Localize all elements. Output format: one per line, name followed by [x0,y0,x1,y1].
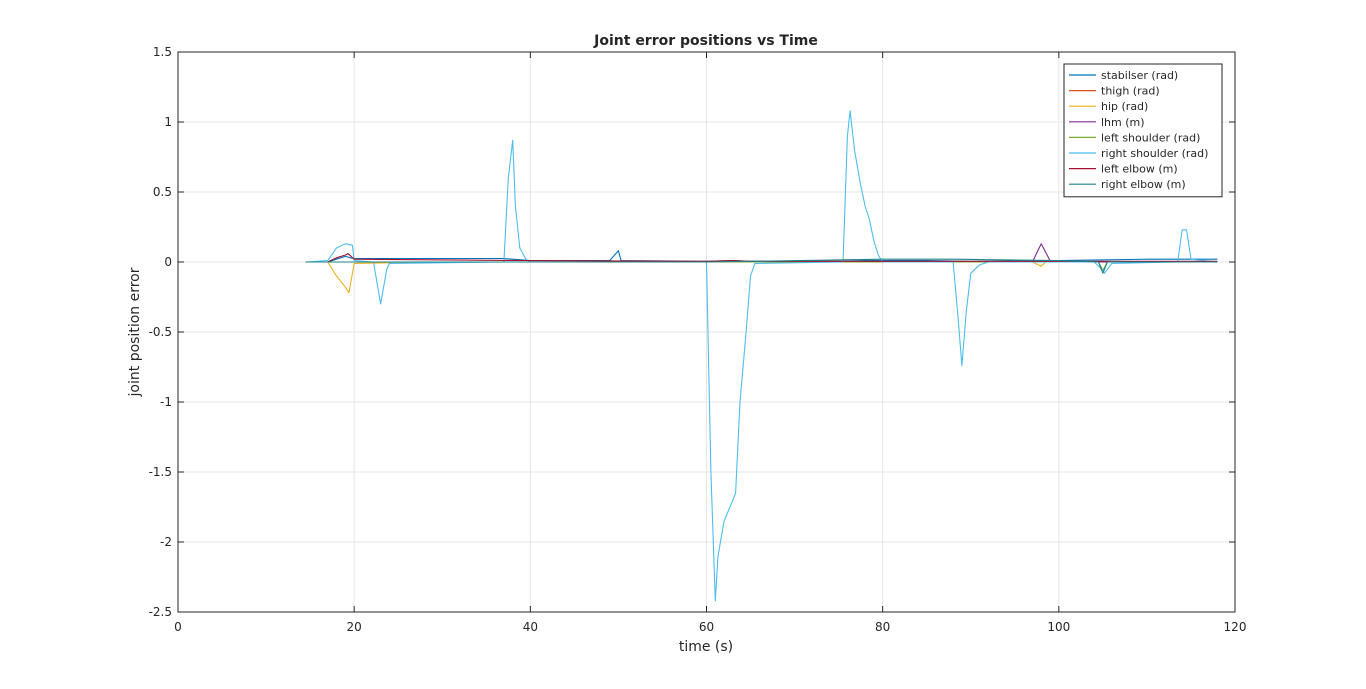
y-tick-label: -0.5 [149,325,172,339]
y-tick-label: -1.5 [149,465,172,479]
legend-label: hip (rad) [1101,100,1148,113]
legend-label: right shoulder (rad) [1101,147,1208,160]
y-axis-label: joint position error [127,267,143,397]
legend: stabilser (rad) thigh (rad) hip (rad) lhm (… [1063,63,1223,198]
legend-label: stabilser (rad) [1101,69,1178,82]
y-tick-label: 1 [164,115,172,129]
y-tick-label: 0 [164,255,172,269]
legend-label: thigh (rad) [1101,85,1160,98]
y-tick-label: 1.5 [153,45,172,59]
chart-title: Joint error positions vs Time [593,33,818,49]
x-tick-label: 100 [1047,620,1070,634]
ticks: 0 20 40 60 80 100 120 -2.5 -2 -1.5 -1 -0.5 0 0.5 1 1.5 [149,45,1247,634]
series-group [305,110,1218,602]
y-tick-label: -1 [160,395,172,409]
series-line-6 [305,110,1218,602]
x-axis-label: time (s) [679,639,733,655]
y-tick-label: -2.5 [149,605,172,619]
series-line-7 [305,253,1218,263]
series-line-8 [305,258,1218,274]
x-tick-label: 120 [1224,620,1247,634]
x-tick-label: 80 [875,620,890,634]
x-tick-label: 0 [174,620,182,634]
x-tick-label: 60 [699,620,714,634]
x-tick-label: 20 [347,620,362,634]
legend-label: right elbow (m) [1101,178,1186,191]
x-tick-label: 40 [523,620,538,634]
legend-box [1063,63,1223,198]
legend-label: left shoulder (rad) [1101,131,1200,144]
legend-label: left elbow (m) [1101,163,1178,176]
y-tick-label: 0.5 [153,185,172,199]
legend-label: lhm (m) [1101,116,1145,129]
y-tick-label: -2 [160,535,172,549]
